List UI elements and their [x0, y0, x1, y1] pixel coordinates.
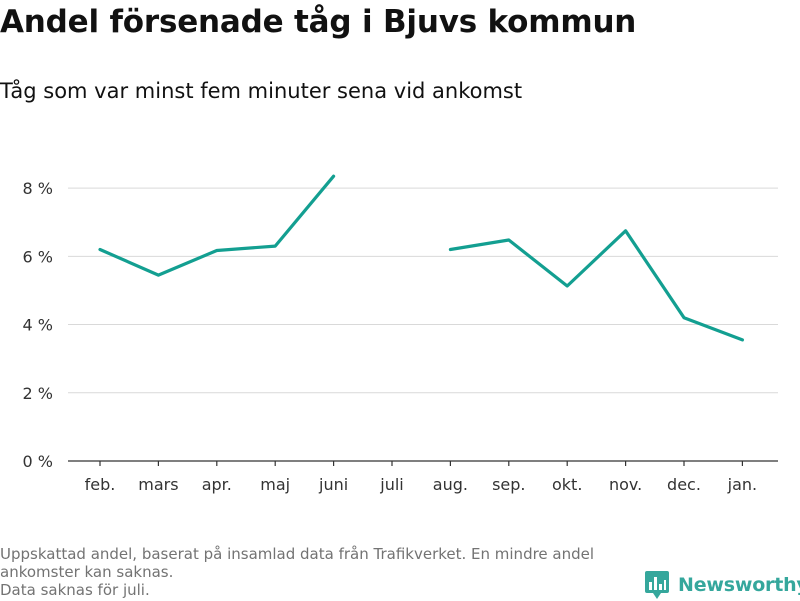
x-tick-label: juli: [379, 475, 403, 494]
x-tick-label: sep.: [492, 475, 525, 494]
x-axis-tick-labels: feb. mars apr. maj juni juli aug. sep. okt. nov. d…: [85, 461, 757, 494]
y-tick-label: 4 %: [23, 316, 53, 335]
x-tick-label: mars: [138, 475, 178, 494]
x-tick-label: nov.: [609, 475, 642, 494]
y-tick-label: 8 %: [23, 179, 53, 198]
x-tick-label: dec.: [667, 475, 701, 494]
missing-data-note: Data saknas för juli.: [0, 581, 150, 599]
y-axis-tick-labels: 0 % 2 % 4 % 6 % 8 %: [23, 179, 53, 471]
brand-name: Newsworthy: [678, 574, 800, 596]
chart-title: Andel försenade tåg i Bjuvs kommun: [0, 4, 637, 40]
y-tick-label: 0 %: [23, 452, 53, 471]
y-tick-label: 6 %: [23, 247, 53, 266]
footnote-line-2: ankomster kan saknas.: [0, 563, 174, 581]
newsworthy-brand[interactable]: Newsworthy: [644, 569, 800, 601]
x-tick-label: aug.: [433, 475, 468, 494]
footnote-line-1: Uppskattad andel, baserat på insamlad da…: [0, 545, 595, 563]
series-line-segment-1: [98, 174, 336, 277]
x-tick-label: jan.: [727, 475, 757, 494]
x-tick-label: okt.: [552, 475, 582, 494]
x-tick-label: feb.: [85, 475, 116, 494]
x-tick-label: apr.: [202, 475, 232, 494]
footnote: Uppskattad andel, baserat på insamlad da…: [0, 545, 594, 581]
newsworthy-logo-icon: [645, 571, 669, 599]
chart-subtitle: Tåg som var minst fem minuter sena vid a…: [0, 79, 523, 103]
y-tick-label: 2 %: [23, 384, 53, 403]
x-tick-label: juni: [318, 475, 348, 494]
series-line-segment-2: [448, 229, 745, 342]
gridlines: [68, 187, 778, 394]
x-tick-label: maj: [260, 475, 290, 494]
series-lines: [98, 174, 745, 342]
